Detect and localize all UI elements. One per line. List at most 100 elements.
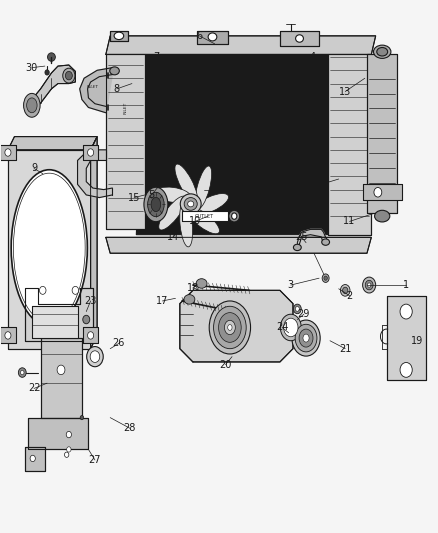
Text: 2: 2 xyxy=(346,290,353,301)
Text: 12: 12 xyxy=(315,179,328,189)
Ellipse shape xyxy=(175,164,198,203)
Polygon shape xyxy=(80,68,113,113)
Ellipse shape xyxy=(322,274,329,282)
Ellipse shape xyxy=(377,47,388,56)
Polygon shape xyxy=(106,237,371,253)
Polygon shape xyxy=(328,54,371,235)
Ellipse shape xyxy=(293,304,301,314)
Polygon shape xyxy=(0,144,16,160)
Text: 1: 1 xyxy=(403,280,409,290)
Ellipse shape xyxy=(83,316,90,324)
Ellipse shape xyxy=(208,33,217,41)
Polygon shape xyxy=(83,327,99,343)
Ellipse shape xyxy=(280,314,301,341)
Text: 10: 10 xyxy=(189,216,201,227)
Ellipse shape xyxy=(195,166,212,209)
Ellipse shape xyxy=(374,211,390,222)
Polygon shape xyxy=(0,327,16,343)
Polygon shape xyxy=(28,418,88,449)
Polygon shape xyxy=(197,30,228,44)
Text: 8: 8 xyxy=(113,84,120,94)
Text: 11: 11 xyxy=(343,216,356,227)
Ellipse shape xyxy=(144,187,168,222)
Text: 29: 29 xyxy=(298,309,310,319)
Polygon shape xyxy=(363,184,402,200)
Text: 7: 7 xyxy=(153,52,159,62)
Text: 4: 4 xyxy=(310,52,316,62)
Ellipse shape xyxy=(64,452,69,457)
Text: 23: 23 xyxy=(85,296,97,306)
Polygon shape xyxy=(83,144,99,160)
Polygon shape xyxy=(387,296,426,381)
Ellipse shape xyxy=(365,280,373,290)
Polygon shape xyxy=(180,290,293,362)
Ellipse shape xyxy=(214,306,246,349)
Ellipse shape xyxy=(67,447,71,452)
Ellipse shape xyxy=(30,455,35,462)
Ellipse shape xyxy=(400,304,412,319)
Polygon shape xyxy=(25,447,45,471)
Ellipse shape xyxy=(367,283,371,287)
Ellipse shape xyxy=(184,198,197,211)
Ellipse shape xyxy=(11,169,87,326)
Ellipse shape xyxy=(5,149,11,156)
Text: 19: 19 xyxy=(411,336,423,346)
Ellipse shape xyxy=(63,68,75,83)
Ellipse shape xyxy=(229,211,240,222)
Ellipse shape xyxy=(299,329,313,347)
Text: 9: 9 xyxy=(31,164,37,173)
Ellipse shape xyxy=(187,207,219,234)
Ellipse shape xyxy=(187,201,194,207)
Text: 26: 26 xyxy=(113,338,125,349)
Text: 5: 5 xyxy=(148,190,155,200)
Polygon shape xyxy=(8,136,97,150)
Polygon shape xyxy=(106,54,145,229)
Ellipse shape xyxy=(5,332,11,339)
Ellipse shape xyxy=(65,71,72,80)
Ellipse shape xyxy=(180,202,193,247)
Text: 14: 14 xyxy=(167,232,180,243)
Polygon shape xyxy=(110,30,127,41)
Text: 27: 27 xyxy=(89,455,101,465)
Ellipse shape xyxy=(374,188,382,197)
Ellipse shape xyxy=(224,320,235,335)
Ellipse shape xyxy=(232,213,237,219)
Ellipse shape xyxy=(219,313,241,342)
Ellipse shape xyxy=(24,93,40,117)
Polygon shape xyxy=(280,30,319,46)
Text: 17: 17 xyxy=(156,296,169,306)
Ellipse shape xyxy=(196,279,207,288)
Text: 13: 13 xyxy=(339,86,351,96)
Ellipse shape xyxy=(293,244,301,251)
Ellipse shape xyxy=(88,332,94,339)
Text: 6: 6 xyxy=(196,31,202,41)
Polygon shape xyxy=(367,54,397,214)
Ellipse shape xyxy=(322,239,329,245)
Polygon shape xyxy=(41,338,82,418)
Ellipse shape xyxy=(184,295,195,304)
Ellipse shape xyxy=(180,194,201,214)
Ellipse shape xyxy=(45,70,49,75)
Ellipse shape xyxy=(340,285,350,296)
Ellipse shape xyxy=(295,306,299,311)
Text: OUTLET: OUTLET xyxy=(195,214,214,219)
Ellipse shape xyxy=(292,320,320,356)
Ellipse shape xyxy=(90,351,100,362)
Text: 15: 15 xyxy=(128,192,140,203)
Ellipse shape xyxy=(295,324,317,352)
Ellipse shape xyxy=(114,32,124,39)
Text: INLET: INLET xyxy=(124,101,127,114)
Ellipse shape xyxy=(57,365,65,375)
Text: 25: 25 xyxy=(296,232,308,243)
Text: 30: 30 xyxy=(26,63,38,72)
Ellipse shape xyxy=(66,431,71,438)
Ellipse shape xyxy=(80,416,84,419)
Polygon shape xyxy=(297,229,325,246)
Polygon shape xyxy=(91,136,97,349)
Ellipse shape xyxy=(88,149,94,156)
Ellipse shape xyxy=(324,276,327,280)
Polygon shape xyxy=(32,65,75,112)
Ellipse shape xyxy=(400,362,412,377)
Ellipse shape xyxy=(154,187,191,203)
Text: INLET: INLET xyxy=(87,85,99,90)
